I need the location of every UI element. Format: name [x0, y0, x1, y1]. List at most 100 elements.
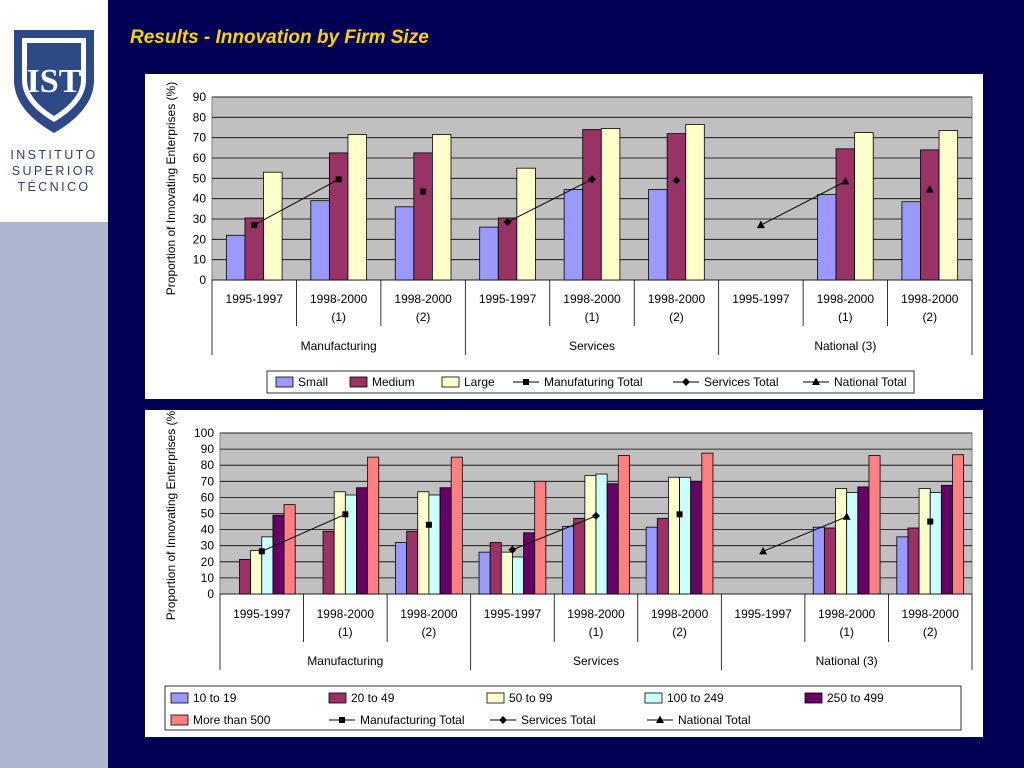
- x-group-label: Services: [569, 339, 615, 353]
- legend-label: Small: [298, 375, 328, 389]
- bar: [907, 527, 920, 595]
- legend-label: Services Total: [704, 375, 778, 389]
- y-tick-label: 10: [201, 571, 215, 585]
- y-tick-label: 0: [199, 273, 206, 287]
- bar: [685, 124, 705, 281]
- x-tick-label: (1): [585, 310, 600, 324]
- bar: [606, 483, 619, 595]
- bar: [489, 542, 502, 595]
- bar: [938, 130, 959, 281]
- total-marker: [841, 176, 850, 185]
- total-marker: [756, 220, 765, 229]
- x-tick-label: (1): [838, 310, 853, 324]
- bar: [918, 488, 931, 595]
- x-tick-label: 1995-1997: [732, 292, 790, 306]
- x-tick-label: 1998-2000: [563, 292, 621, 306]
- x-tick-label: (2): [672, 625, 687, 639]
- legend-box: [266, 370, 915, 394]
- y-tick-label: 20: [193, 232, 207, 246]
- bar: [645, 526, 658, 595]
- x-group-label: National (3): [814, 339, 876, 353]
- bar: [668, 476, 680, 595]
- bar: [846, 492, 859, 595]
- total-marker: [927, 518, 934, 525]
- sidebar: IST INSTITUTO SUPERIOR TÉCNICO: [0, 0, 108, 768]
- y-tick-label: 0: [207, 587, 214, 601]
- y-tick-label: 30: [193, 212, 207, 226]
- bar: [406, 530, 419, 595]
- x-tick-label: (1): [839, 625, 854, 639]
- bar: [817, 194, 837, 281]
- bar: [896, 536, 909, 595]
- bar: [500, 551, 513, 595]
- bar: [516, 167, 536, 281]
- y-tick-label: 40: [201, 523, 215, 537]
- bar: [428, 494, 441, 595]
- y-tick-label: 80: [201, 458, 215, 472]
- x-tick-label: 1998-2000: [400, 607, 458, 621]
- y-tick-label: 80: [193, 110, 207, 124]
- bar: [679, 476, 692, 595]
- total-line: [507, 178, 593, 223]
- legend-marker: [812, 377, 820, 385]
- legend-label: 100 to 249: [667, 691, 724, 705]
- y-tick-label: 100: [194, 426, 214, 440]
- bar: [333, 491, 346, 595]
- x-group-label: Services: [573, 654, 619, 668]
- x-tick-label: (1): [589, 625, 604, 639]
- x-group-label: National (3): [816, 654, 878, 668]
- bar: [250, 550, 263, 595]
- y-tick-label: 60: [201, 490, 215, 504]
- legend-label: National Total: [834, 375, 907, 389]
- bar: [573, 517, 586, 595]
- total-line: [512, 515, 597, 551]
- total-marker: [588, 175, 596, 184]
- legend-swatch: [170, 692, 189, 704]
- legend-swatch: [275, 376, 294, 388]
- x-tick-label: (2): [416, 310, 431, 324]
- y-tick-label: 30: [201, 539, 215, 553]
- legend-swatch: [441, 376, 460, 388]
- total-marker: [925, 185, 934, 193]
- legend-label: Manufaturing Total: [544, 375, 643, 389]
- y-tick-label: 70: [201, 474, 215, 488]
- bar: [534, 480, 547, 595]
- bar: [523, 532, 536, 595]
- bar: [272, 514, 285, 595]
- bar: [582, 129, 602, 281]
- x-tick-label: 1998-2000: [317, 607, 375, 621]
- legend-label: Services Total: [521, 713, 595, 727]
- x-tick-label: (1): [338, 625, 353, 639]
- bar: [920, 149, 940, 281]
- bar: [439, 487, 452, 595]
- legend-marker: [656, 715, 664, 723]
- y-tick-label: 20: [201, 555, 215, 569]
- bar: [322, 530, 335, 595]
- total-marker: [335, 176, 342, 183]
- legend-swatch: [644, 692, 663, 704]
- total-line: [253, 178, 339, 226]
- x-tick-label: 1995-1997: [233, 607, 291, 621]
- x-tick-label: 1998-2000: [902, 607, 960, 621]
- total-marker: [676, 511, 683, 518]
- bar: [450, 456, 463, 595]
- bar: [901, 201, 921, 281]
- y-axis-label: Proportion of Innovating Enterprises (%): [164, 82, 178, 295]
- y-tick-label: 40: [193, 192, 207, 206]
- legend-label: More than 500: [193, 713, 271, 727]
- bar: [394, 206, 415, 281]
- bar: [823, 527, 836, 595]
- bar: [347, 134, 367, 281]
- x-tick-label: (1): [331, 310, 346, 324]
- total-marker: [251, 222, 258, 229]
- bar: [857, 486, 870, 595]
- chart-panel-2: 0 10 20 30 40 50 60 70 80 90 100 Proportion of Inno…: [145, 410, 983, 737]
- bar: [225, 234, 246, 281]
- legend-marker: [682, 378, 690, 386]
- bar: [666, 133, 687, 281]
- total-marker: [342, 511, 349, 518]
- x-tick-label: 1998-2000: [567, 607, 625, 621]
- bar: [701, 452, 714, 595]
- bar: [367, 456, 380, 595]
- legend-label: Manufacturing Total: [360, 713, 465, 727]
